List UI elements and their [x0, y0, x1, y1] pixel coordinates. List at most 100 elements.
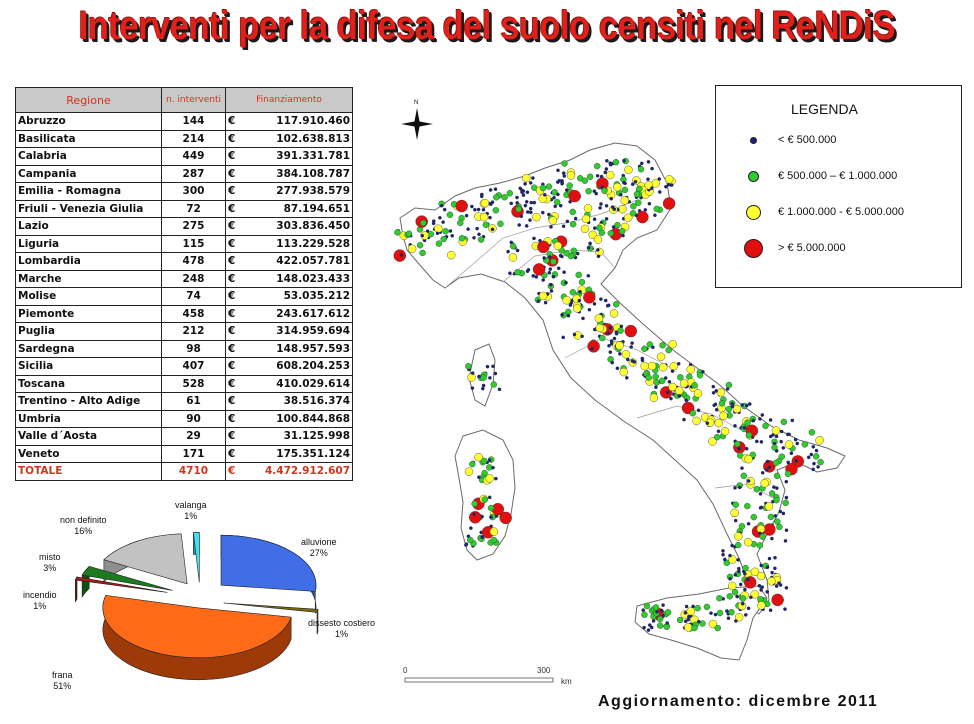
intervention-dot — [518, 186, 522, 191]
intervention-dot — [641, 611, 648, 618]
intervention-dot — [590, 346, 594, 351]
intervention-dot — [687, 614, 691, 619]
intervention-dot — [709, 611, 713, 615]
intervention-dot — [490, 227, 495, 232]
intervention-dot — [587, 340, 600, 353]
intervention-dot — [669, 183, 674, 187]
intervention-dot — [624, 165, 633, 175]
intervention-dot — [543, 300, 548, 305]
intervention-dot — [604, 217, 609, 221]
intervention-dot — [683, 611, 688, 615]
intervention-dot — [732, 404, 742, 414]
intervention-dot — [522, 173, 531, 183]
intervention-dot — [669, 362, 678, 371]
intervention-dot — [812, 461, 816, 466]
intervention-dot — [477, 475, 481, 480]
intervention-dot — [614, 331, 619, 336]
region-cell: Calabria — [15, 147, 162, 166]
intervention-dot — [726, 593, 733, 600]
currency-cell: € — [225, 129, 240, 148]
intervention-dot — [737, 569, 741, 574]
funding-cell: 384.108.787 — [239, 164, 354, 183]
intervention-dot — [636, 210, 649, 224]
table-row: Friuli - Venezia Giulia 72 €87.194.651 — [15, 199, 354, 218]
intervention-dot — [583, 204, 593, 213]
intervention-dot — [508, 271, 512, 275]
intervention-dot — [734, 613, 744, 622]
intervention-dot — [789, 451, 794, 456]
update-date: Aggiornamento: dicembre 2011 — [598, 693, 879, 710]
intervention-dot — [773, 472, 781, 480]
intervention-dot — [568, 189, 581, 203]
table-row: Basilicata 214 €102.638.813 — [15, 129, 354, 148]
intervention-dot — [467, 536, 474, 544]
intervention-dot — [561, 171, 566, 175]
intervention-dot — [491, 364, 495, 369]
currency-cell: € — [225, 444, 240, 463]
intervention-dot — [735, 541, 742, 549]
intervention-dot — [485, 474, 494, 483]
intervention-dot — [524, 200, 529, 204]
intervention-dot — [470, 204, 474, 209]
region-cell: Trentino - Alto Adige — [15, 392, 162, 411]
intervention-dot — [620, 196, 629, 205]
intervention-dot — [733, 572, 738, 577]
intervention-dot — [531, 176, 535, 180]
count-cell: 407 — [161, 357, 226, 376]
intervention-dot — [808, 429, 816, 436]
table-total-row: TOTALE 4710 €4.472.912.607 — [15, 462, 354, 481]
intervention-dot — [651, 179, 660, 188]
intervention-dot — [759, 440, 764, 444]
pie-svg — [74, 532, 319, 681]
intervention-dot — [524, 224, 529, 228]
intervention-dot — [609, 341, 614, 346]
intervention-dot — [575, 251, 580, 256]
intervention-dot — [677, 374, 684, 381]
legend-label-large: € 1.000.000 - € 5.000.000 — [778, 206, 904, 218]
intervention-dot — [744, 502, 751, 510]
intervention-dot — [528, 181, 533, 185]
intervention-dot — [726, 616, 731, 621]
table-row: Abruzzo 144 €117.910.460 — [15, 112, 354, 131]
intervention-dot — [720, 427, 730, 436]
intervention-dot — [730, 508, 739, 518]
intervention-dot — [713, 402, 718, 407]
intervention-dot — [489, 527, 499, 536]
intervention-dot — [472, 235, 476, 240]
intervention-dot — [764, 467, 769, 472]
pie-slice-non-definito — [103, 533, 188, 585]
intervention-dot — [758, 492, 763, 496]
intervention-dot — [652, 604, 660, 611]
count-cell: 72 — [161, 199, 226, 218]
intervention-dot — [664, 184, 668, 189]
intervention-dot — [716, 388, 725, 397]
intervention-dot — [691, 382, 698, 389]
funding-cell: 4.472.912.607 — [239, 462, 354, 481]
intervention-dot — [592, 189, 597, 193]
intervention-dot — [532, 236, 536, 241]
intervention-dot — [581, 316, 585, 321]
header-region: Regione — [15, 87, 162, 113]
intervention-dot — [420, 219, 427, 227]
intervention-dot — [664, 609, 672, 616]
intervention-dot — [599, 297, 603, 301]
intervention-dot — [746, 479, 751, 483]
intervention-dot — [556, 168, 560, 173]
intervention-dot — [515, 248, 520, 253]
table-row: Sardegna 98 €148.957.593 — [15, 339, 354, 358]
intervention-dot — [667, 379, 672, 384]
intervention-dot — [521, 189, 526, 193]
intervention-dot — [610, 205, 615, 209]
intervention-dot — [630, 341, 634, 345]
funding-cell: 303.836.450 — [239, 217, 354, 236]
intervention-dot — [765, 459, 770, 464]
intervention-dot — [539, 184, 547, 192]
north-arrow: N — [401, 100, 433, 140]
intervention-dot — [711, 390, 716, 395]
intervention-dot — [781, 511, 786, 516]
table-row: Lazio 275 €303.836.450 — [15, 217, 354, 236]
table-row: Piemonte 458 €243.617.612 — [15, 304, 354, 323]
funding-cell: 422.057.781 — [239, 252, 354, 271]
intervention-dot — [731, 588, 739, 596]
intervention-dot — [481, 207, 486, 212]
